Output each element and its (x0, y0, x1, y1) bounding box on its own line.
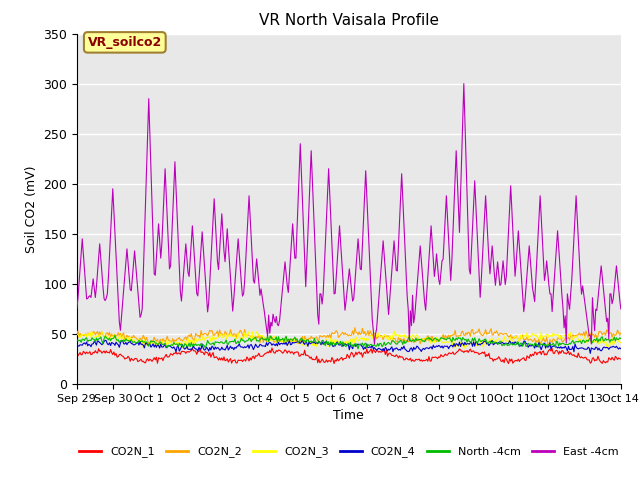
North -4cm (336, 340, 344, 346)
East -4cm (371, 341, 378, 347)
East -4cm (617, 306, 625, 312)
CO2N_1 (268, 345, 276, 351)
Line: CO2N_4: CO2N_4 (77, 340, 621, 353)
Line: CO2N_1: CO2N_1 (77, 348, 621, 363)
East -4cm (332, 290, 339, 296)
North -4cm (369, 343, 377, 348)
East -4cm (398, 171, 406, 177)
CO2N_4 (520, 339, 527, 345)
CO2N_4 (617, 346, 625, 351)
CO2N_2 (521, 336, 529, 342)
Legend: CO2N_1, CO2N_2, CO2N_3, CO2N_4, North -4cm, East -4cm: CO2N_1, CO2N_2, CO2N_3, CO2N_4, North -4… (75, 442, 623, 462)
Text: VR_soilco2: VR_soilco2 (88, 36, 162, 49)
CO2N_4 (73, 341, 81, 347)
CO2N_1 (332, 358, 340, 364)
North -4cm (111, 333, 119, 338)
CO2N_2 (73, 330, 81, 336)
CO2N_3 (390, 328, 398, 334)
North -4cm (399, 342, 406, 348)
CO2N_1 (369, 350, 376, 356)
Y-axis label: Soil CO2 (mV): Soil CO2 (mV) (25, 165, 38, 252)
CO2N_2 (351, 325, 358, 331)
CO2N_2 (332, 328, 340, 334)
CO2N_3 (617, 340, 625, 346)
East -4cm (73, 306, 81, 312)
CO2N_1 (606, 356, 614, 361)
North -4cm (617, 336, 625, 341)
CO2N_2 (369, 331, 377, 336)
CO2N_4 (369, 342, 376, 348)
CO2N_3 (460, 346, 468, 352)
CO2N_3 (367, 333, 375, 338)
CO2N_1 (336, 357, 344, 362)
CO2N_4 (332, 340, 340, 346)
CO2N_1 (521, 357, 529, 363)
Line: CO2N_2: CO2N_2 (77, 328, 621, 345)
CO2N_4 (336, 342, 344, 348)
CO2N_3 (335, 340, 342, 346)
Title: VR North Vaisala Profile: VR North Vaisala Profile (259, 13, 439, 28)
CO2N_3 (73, 331, 81, 336)
East -4cm (335, 240, 342, 246)
East -4cm (521, 299, 529, 305)
North -4cm (354, 346, 362, 352)
CO2N_3 (332, 341, 339, 347)
CO2N_2 (399, 337, 406, 343)
CO2N_1 (505, 360, 513, 366)
CO2N_1 (617, 356, 625, 362)
X-axis label: Time: Time (333, 409, 364, 422)
CO2N_3 (521, 334, 529, 339)
CO2N_1 (398, 354, 406, 360)
CO2N_4 (398, 345, 406, 350)
East -4cm (460, 81, 468, 86)
CO2N_4 (606, 345, 614, 350)
CO2N_2 (606, 330, 614, 336)
Line: CO2N_3: CO2N_3 (77, 331, 621, 349)
East -4cm (367, 291, 375, 297)
North -4cm (332, 342, 340, 348)
East -4cm (606, 291, 614, 297)
CO2N_3 (398, 333, 406, 338)
CO2N_2 (336, 333, 344, 339)
CO2N_4 (586, 350, 594, 356)
Line: East -4cm: East -4cm (77, 84, 621, 344)
North -4cm (606, 339, 614, 345)
North -4cm (521, 339, 529, 345)
CO2N_2 (617, 330, 625, 336)
CO2N_2 (155, 342, 163, 348)
CO2N_4 (299, 337, 307, 343)
North -4cm (73, 338, 81, 344)
Line: North -4cm: North -4cm (77, 336, 621, 349)
CO2N_3 (606, 338, 614, 344)
CO2N_1 (73, 352, 81, 358)
